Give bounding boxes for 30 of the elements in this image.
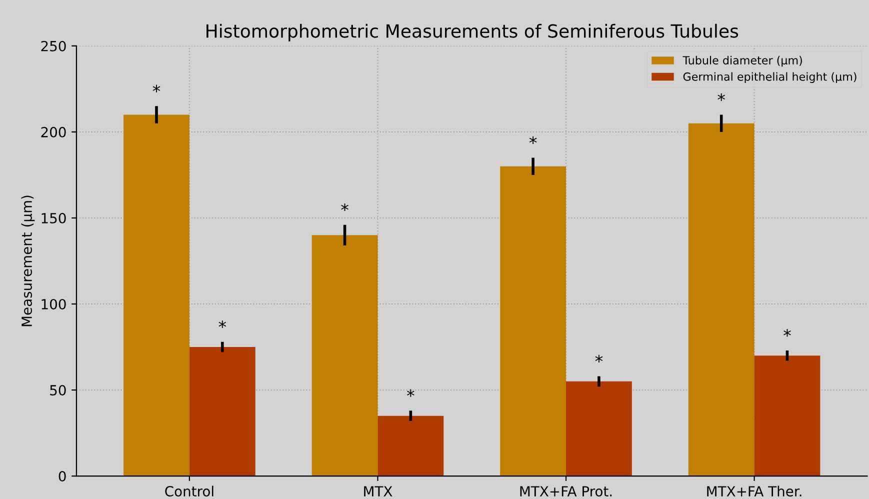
bar (754, 356, 820, 476)
chart-title: Histomorphometric Measurements of Seminiferous Tubules (206, 24, 738, 42)
legend-label: Germinal epithelial height (µm) (683, 72, 856, 83)
bar (566, 381, 632, 476)
data-label: * (784, 329, 791, 337)
y-tick-label: 150 (42, 212, 66, 224)
legend-label: Tubule diameter (µm) (682, 56, 802, 67)
y-tick-label: 50 (50, 384, 66, 396)
y-tick-label: 100 (42, 298, 66, 310)
data-label: * (152, 84, 160, 92)
x-tick-label: MTX+FA Ther. (707, 486, 802, 497)
bar (688, 123, 754, 476)
bar (189, 347, 256, 476)
y-tick-label: 250 (41, 40, 66, 52)
data-label: * (595, 354, 603, 362)
x-tick-label: MTX+FA Prot. (520, 486, 612, 497)
y-axis-title: Measurement (µm) (21, 196, 35, 326)
data-label: * (341, 203, 348, 212)
data-label: * (407, 389, 414, 397)
bar (378, 416, 444, 476)
y-tick-label: 200 (41, 126, 66, 138)
y-tick-label: 0 (58, 471, 66, 482)
data-label: * (718, 93, 726, 101)
x-tick-label: Control (165, 486, 214, 497)
bar (124, 114, 190, 476)
data-label: * (529, 136, 537, 144)
data-label: * (218, 320, 226, 328)
bar (500, 166, 566, 476)
bar (312, 235, 378, 476)
x-tick-label: MTX (364, 486, 392, 496)
